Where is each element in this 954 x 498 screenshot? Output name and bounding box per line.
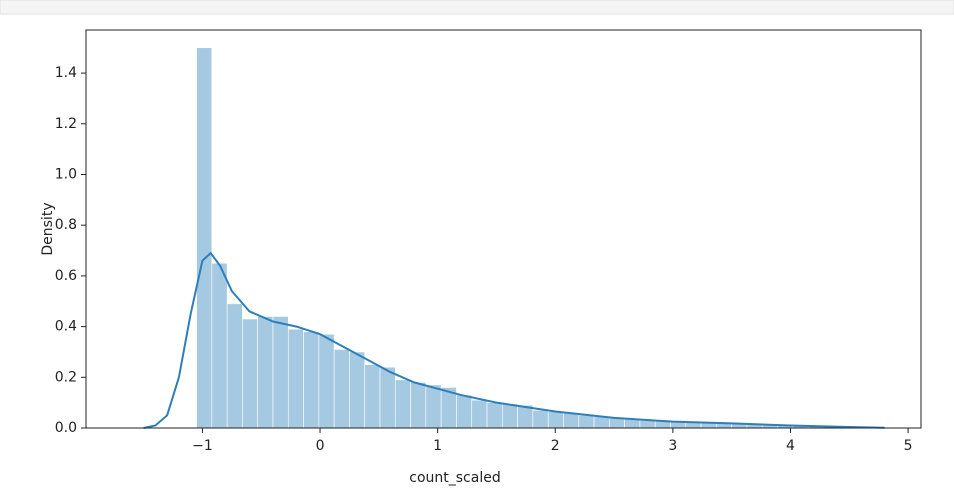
bar (563, 412, 580, 429)
bar (364, 364, 381, 429)
x-tick-label: 4 (786, 438, 795, 454)
bar (593, 416, 610, 429)
y-tick-label: 0.2 (55, 369, 77, 385)
bar (211, 262, 228, 429)
bar (502, 403, 518, 429)
plot-area (143, 47, 885, 429)
y-tick-label: 1.2 (55, 116, 77, 132)
kde-line (143, 251, 885, 429)
x-tick-label: 0 (316, 438, 325, 454)
bar (456, 394, 473, 429)
bar (303, 331, 320, 429)
bar (242, 318, 259, 429)
bar (410, 382, 427, 429)
cell-band (0, 0, 954, 15)
y-tick-label: 0.8 (55, 217, 77, 233)
y-tick-label: 1.0 (55, 166, 77, 182)
bar (395, 379, 411, 429)
bar (547, 411, 564, 429)
bar (639, 420, 656, 429)
y-tick-label: 0.4 (55, 319, 77, 335)
y-tick-label: 0.0 (55, 420, 77, 436)
axes-frame (85, 29, 922, 429)
bar (532, 409, 549, 429)
x-tick-label: 3 (668, 438, 677, 454)
bar (349, 351, 366, 429)
bar (272, 316, 289, 429)
bar (226, 303, 243, 429)
y-tick-label: 1.4 (55, 65, 77, 81)
x-tick-label: 5 (904, 438, 913, 454)
bar (425, 384, 442, 429)
bar (486, 402, 503, 429)
x-tick-label: −1 (192, 438, 213, 454)
bar (624, 418, 641, 429)
x-tick-label: 2 (551, 438, 560, 454)
bar (318, 333, 335, 429)
x-tick-label: 1 (433, 438, 442, 454)
y-axis-label: Density (40, 202, 56, 255)
x-axis-label: count_scaled (409, 470, 500, 486)
bar (196, 47, 213, 429)
y-tick-label: 0.6 (55, 268, 77, 284)
bar (333, 349, 350, 429)
bar (287, 328, 304, 429)
bar (257, 316, 274, 429)
bar (379, 366, 396, 429)
bar (578, 415, 595, 429)
bar (471, 399, 488, 429)
